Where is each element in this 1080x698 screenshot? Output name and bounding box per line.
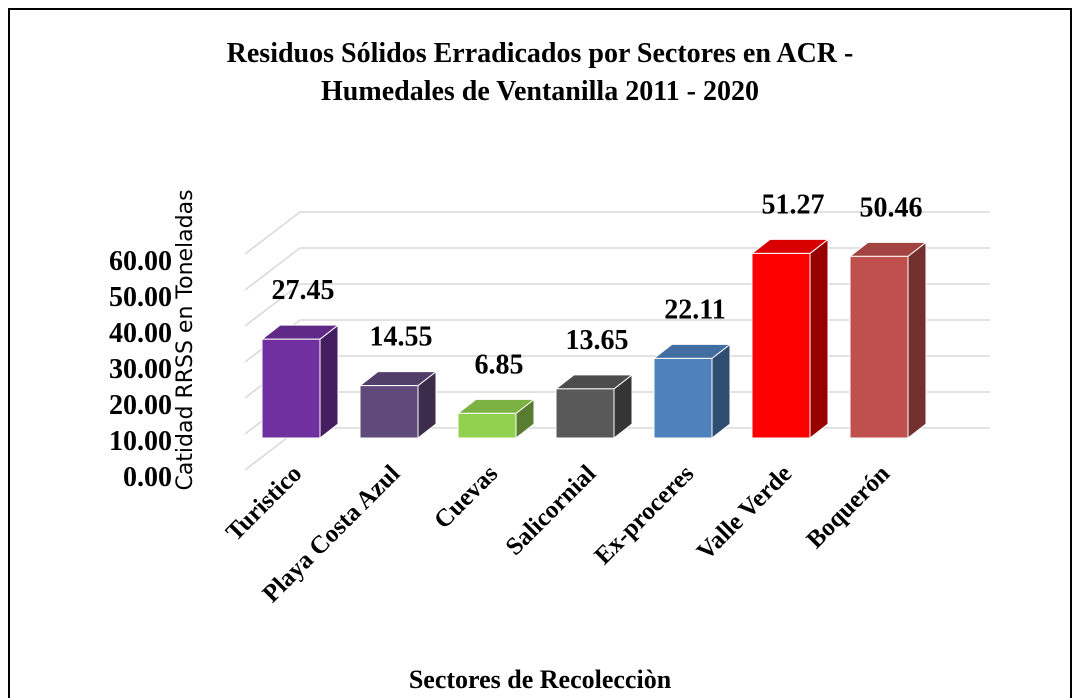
x-axis-title: Sectores de Recolecciòn: [409, 665, 672, 694]
bar: [261, 338, 321, 439]
chart-border: [8, 8, 1072, 698]
x-tick-label: Turistico: [221, 460, 307, 546]
y-tick-label: 30.00: [109, 354, 172, 385]
y-tick-label: 40.00: [109, 318, 172, 349]
bar: [359, 385, 419, 439]
bar: [653, 357, 713, 439]
value-label: 13.65: [566, 325, 629, 356]
bar-side: [711, 343, 731, 440]
y-axis-title: Catidad RRSS en Toneladas: [173, 189, 198, 490]
y-tick-label: 20.00: [109, 390, 172, 421]
value-label: 6.85: [475, 349, 524, 380]
bar: [751, 252, 811, 439]
bar: [457, 412, 517, 439]
x-tick-label: Ex-proceres: [589, 460, 699, 570]
value-label: 14.55: [370, 322, 433, 353]
bar: [555, 388, 615, 439]
bar-side: [319, 324, 339, 440]
x-tick-label: Valle Verde: [692, 460, 797, 565]
value-label: 27.45: [272, 275, 335, 306]
chart-title: Residuos Sólidos Erradicados por Sectore…: [227, 38, 854, 69]
value-label: 51.27: [762, 189, 825, 220]
x-tick-label: Cuevas: [429, 460, 503, 534]
x-tick-label: Boquerón: [801, 460, 895, 554]
value-label: 50.46: [860, 192, 923, 223]
bar-side: [907, 241, 927, 440]
bar: [849, 255, 909, 439]
value-label: 22.11: [664, 294, 725, 325]
bar-side: [809, 238, 829, 440]
chart-title: Humedales de Ventanilla 2011 - 2020: [321, 76, 759, 107]
y-tick-label: 0.00: [123, 462, 172, 493]
grid-line: [244, 211, 990, 255]
x-tick-label: Salicornial: [501, 460, 602, 561]
y-tick-label: 60.00: [109, 246, 172, 277]
y-tick-label: 50.00: [109, 282, 172, 313]
y-tick-label: 10.00: [109, 426, 172, 457]
